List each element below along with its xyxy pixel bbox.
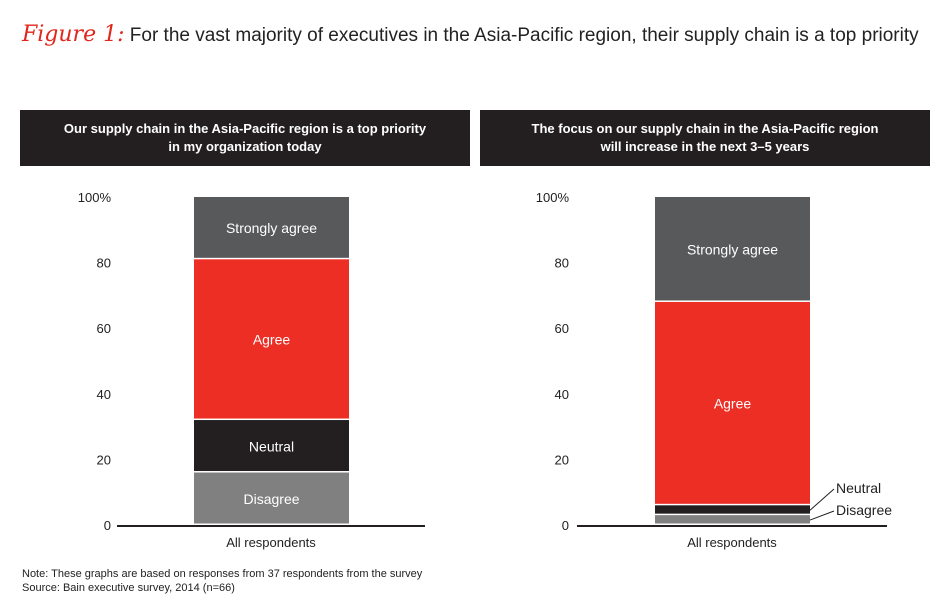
right-bar-segment-neutral [655, 505, 810, 514]
right-y-tick-label: 40 [555, 387, 569, 402]
right-segment-label-agree: Agree [714, 396, 752, 412]
right-bar-segment-strongly-agree [655, 197, 810, 301]
right-y-tick-label: 100% [536, 190, 570, 205]
left-y-tick-label: 80 [97, 256, 111, 271]
right-chart-title: The focus on our supply chain in the Asi… [480, 110, 930, 166]
figure-title-text: For the vast majority of executives in t… [129, 25, 919, 46]
left-category-label: All respondents [226, 535, 316, 550]
right-chart-title-line-2: will increase in the next 3–5 years [600, 139, 810, 154]
source-note: Source: Bain executive survey, 2014 (n=6… [22, 582, 235, 594]
right-bar-segment-agree [655, 301, 810, 504]
right-y-tick-label: 20 [555, 452, 569, 467]
right-callout-line-disagree [809, 510, 835, 521]
left-y-tick-label: 60 [97, 321, 111, 336]
left-chart-title: Our supply chain in the Asia-Pacific reg… [20, 110, 470, 166]
left-segment-label-agree: Agree [253, 332, 291, 348]
left-bar-segment-neutral [194, 420, 349, 472]
right-callout-label-disagree: Disagree [836, 502, 892, 518]
left-segment-label-disagree: Disagree [243, 491, 299, 507]
right-category-label: All respondents [687, 535, 777, 550]
right-y-tick-label: 0 [562, 518, 569, 533]
left-bar-segment-agree [194, 259, 349, 419]
left-y-tick-label: 0 [104, 518, 111, 533]
left-bar-segment-disagree [194, 472, 349, 524]
left-chart-title-line-2: in my organization today [168, 139, 322, 154]
right-y-tick-label: 80 [555, 256, 569, 271]
left-chart-title-line-1: Our supply chain in the Asia-Pacific reg… [63, 121, 427, 136]
left-y-tick-label: 20 [97, 452, 111, 467]
left-segment-label-neutral: Neutral [249, 438, 294, 454]
survey-note: Note: These graphs are based on response… [22, 568, 423, 580]
right-callout-label-neutral: Neutral [836, 480, 881, 496]
figure-title: Figure 1: For the vast majority of execu… [22, 22, 919, 47]
left-bar-segment-strongly-agree [194, 197, 349, 258]
right-y-tick-label: 60 [555, 321, 569, 336]
right-bar-segment-disagree [655, 515, 810, 524]
figure-label: Figure 1: [22, 22, 125, 47]
left-y-tick-label: 40 [97, 387, 111, 402]
right-chart-title-line-1: The focus on our supply chain in the Asi… [531, 121, 879, 136]
right-callout-line-neutral [809, 488, 835, 511]
left-y-tick-label: 100% [78, 190, 112, 205]
right-segment-label-strongly-agree: Strongly agree [687, 241, 778, 257]
left-segment-label-strongly-agree: Strongly agree [226, 220, 317, 236]
